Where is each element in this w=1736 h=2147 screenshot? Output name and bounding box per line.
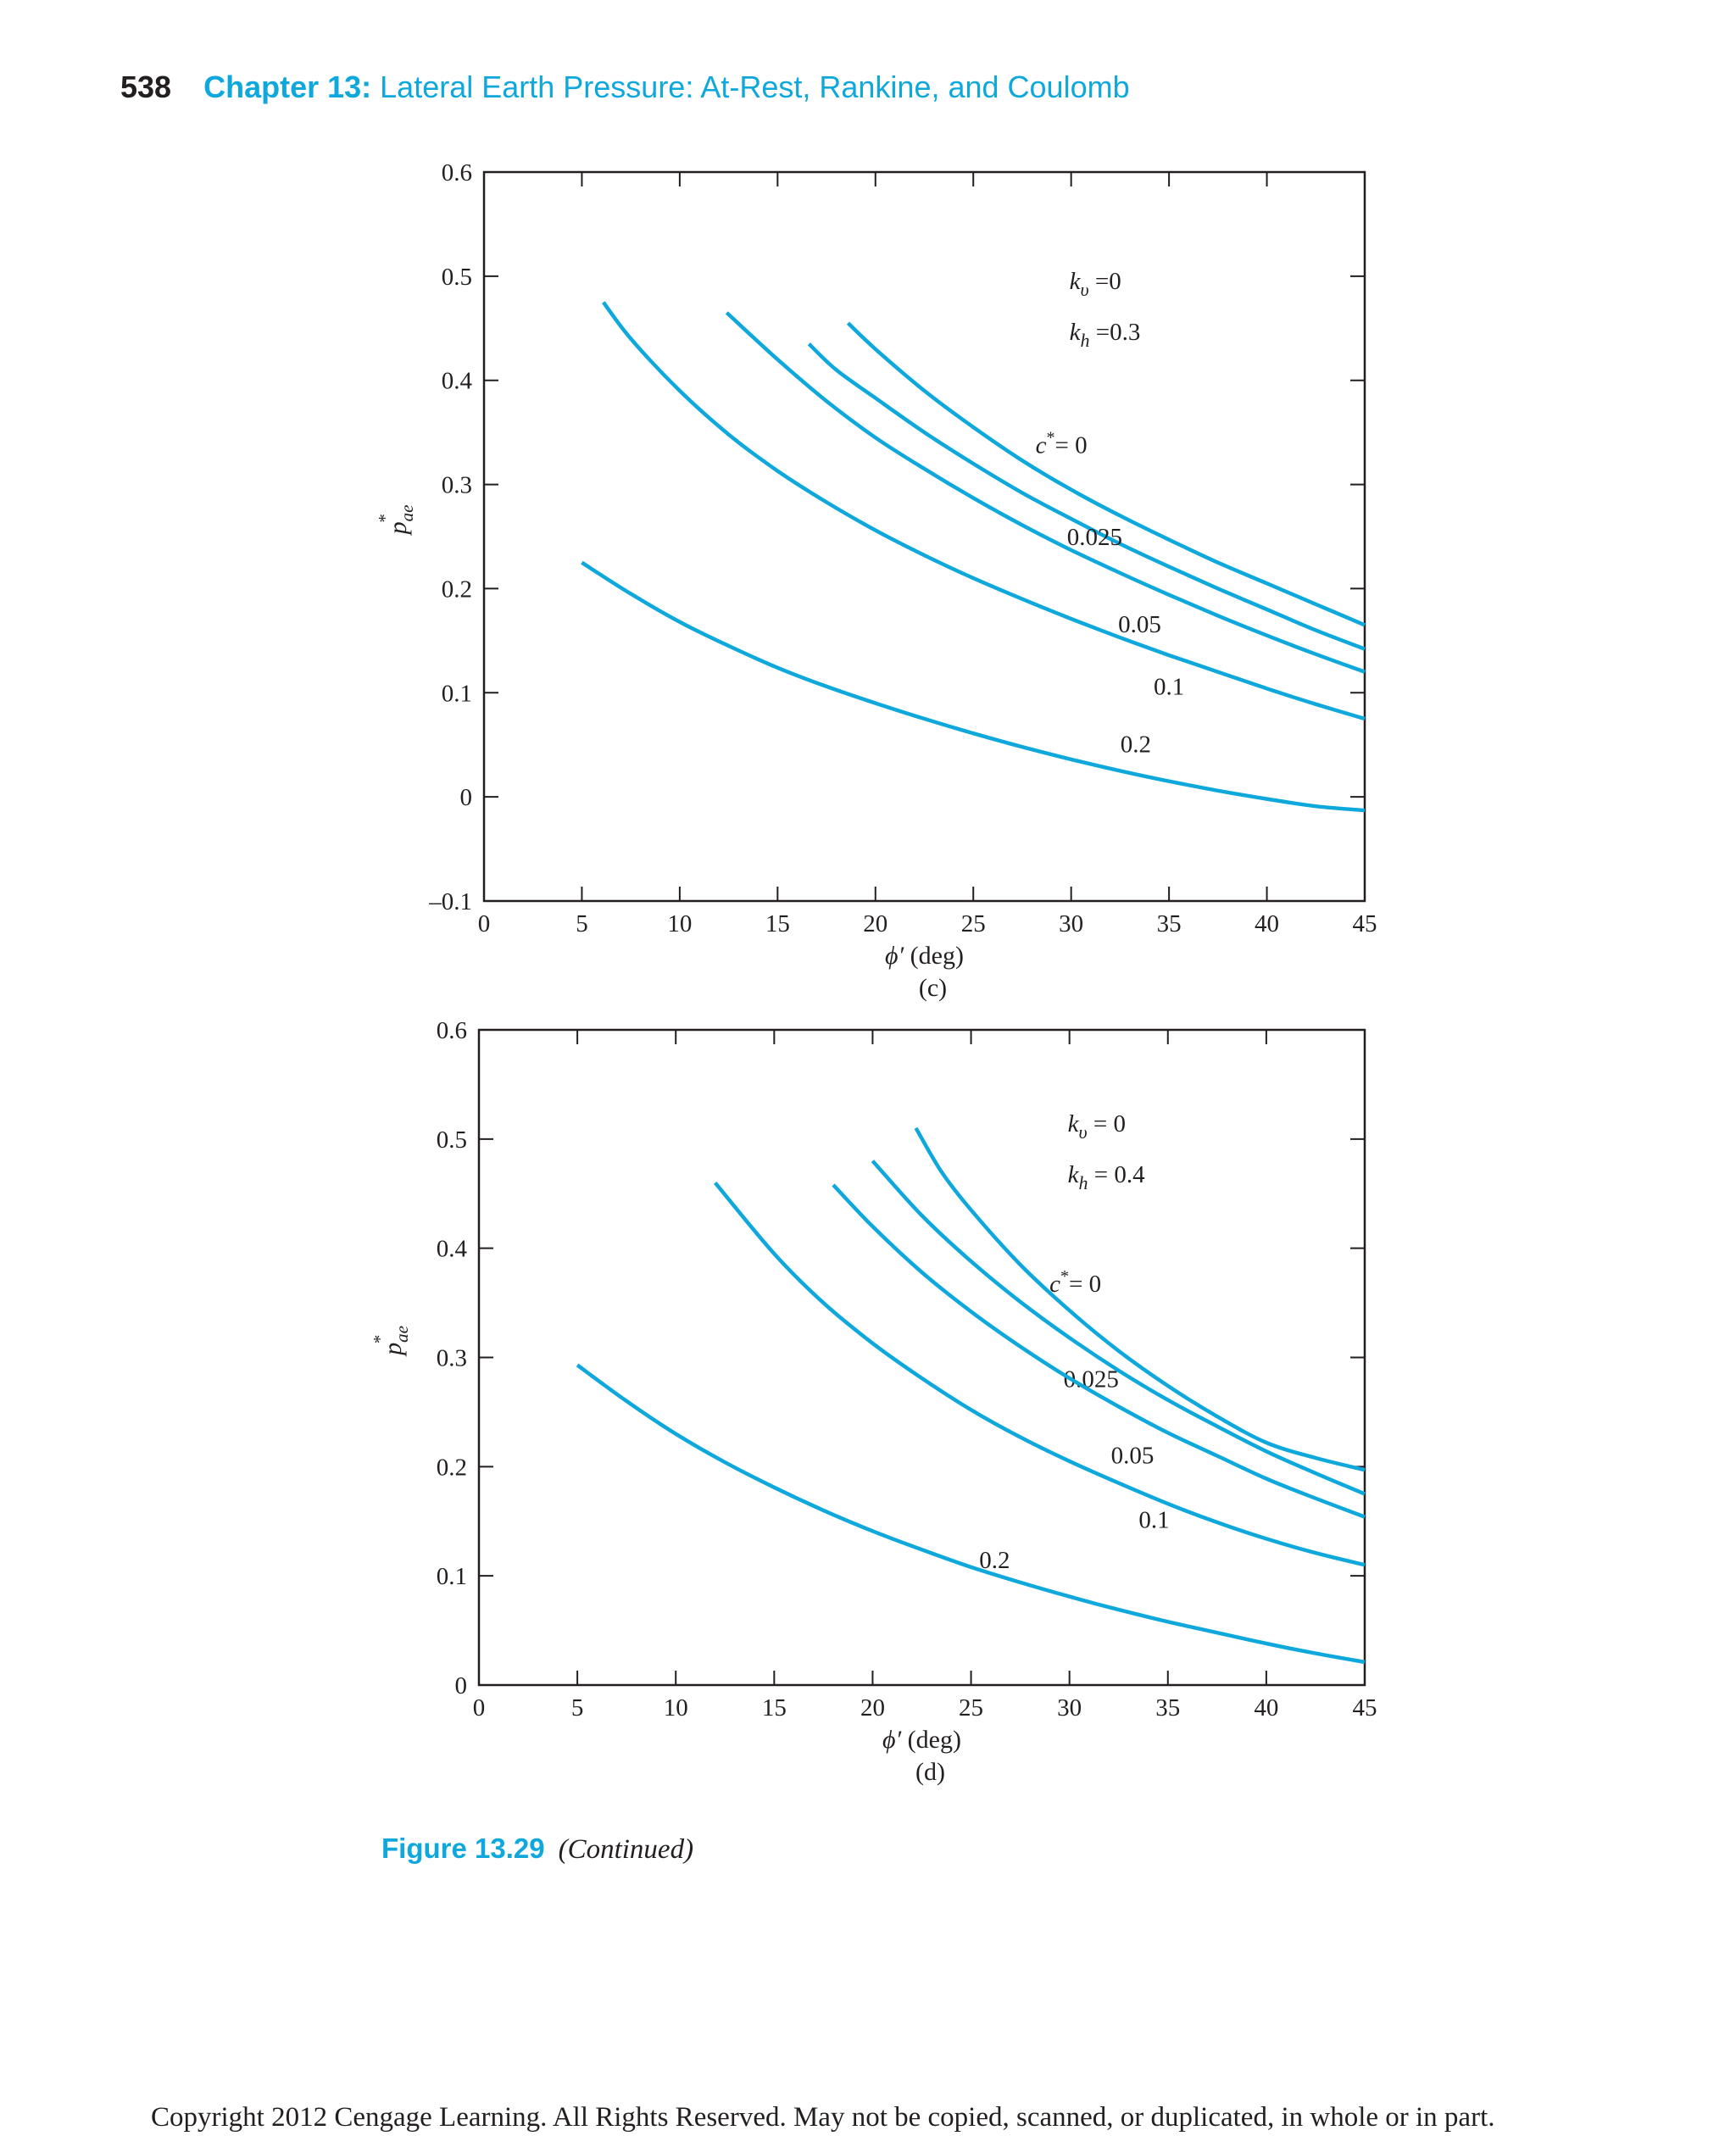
page-number: 538 (120, 70, 172, 104)
curve-c-0-2 (581, 560, 1366, 813)
y-tick-label: 0.3 (442, 472, 472, 499)
figure-continued-note: (Continued) (558, 1834, 694, 1865)
chart-panel-c: 0 5 10 15 20 25 30 35 40 45–0.100.10.20.30.40.50.… (375, 159, 1377, 1002)
curve-c-0-1 (713, 1181, 1366, 1567)
curve-label: 0.05 (1118, 611, 1161, 638)
x-tick-label: 0 (473, 1694, 486, 1721)
curve-label: c*= 0 (1049, 1267, 1101, 1298)
x-tick-label: 15 (765, 910, 790, 937)
curve-c-0-05 (725, 311, 1366, 674)
curve-c-0-05 (832, 1183, 1366, 1519)
y-tick-label: 0 (455, 1672, 468, 1699)
x-axis-title: ϕ′ (deg) (885, 942, 964, 970)
curve-c-0 (846, 321, 1366, 627)
x-tick-label: 40 (1255, 910, 1279, 937)
x-tick-label: 5 (576, 910, 588, 937)
panel-label: (c) (919, 974, 947, 1002)
x-tick-label: 25 (959, 1694, 983, 1721)
curve-c-0-025 (807, 342, 1366, 651)
x-tick-label: 40 (1254, 1694, 1278, 1721)
kh-annotation: kh =0.3 (1070, 319, 1141, 351)
curve-label: 0.2 (979, 1547, 1010, 1574)
curve-c-0-025 (871, 1160, 1366, 1496)
figure-number: Figure 13.29 (381, 1833, 545, 1864)
y-axis-title: pae* (375, 505, 417, 537)
panel-label: (d) (915, 1758, 945, 1786)
y-tick-label: 0.6 (442, 159, 472, 186)
plot-frame (477, 1028, 1366, 1687)
y-tick-label: 0.4 (437, 1236, 468, 1263)
y-tick-label: 0.1 (442, 680, 472, 707)
y-tick-label: 0.6 (437, 1017, 467, 1044)
x-tick-label: 45 (1353, 1694, 1377, 1721)
kv-annotation: kυ = 0 (1068, 1110, 1126, 1143)
y-tick-label: 0.3 (437, 1345, 467, 1372)
x-tick-label: 20 (863, 910, 887, 937)
chapter-title: Lateral Earth Pressure: At-Rest, Rankine… (380, 70, 1130, 104)
figure-caption: Figure 13.29 (Continued) (381, 1833, 693, 1866)
x-tick-label: 30 (1059, 910, 1083, 937)
curve-c-0-2 (576, 1363, 1366, 1665)
curve-label: 0.2 (1121, 731, 1151, 758)
curve-label: 0.025 (1067, 524, 1122, 551)
curve-c-0 (914, 1126, 1366, 1472)
copyright-footer: Copyright 2012 Cengage Learning. All Rig… (151, 2102, 1495, 2133)
chart-panel-d: 0 5 10 15 20 25 30 35 40 45 0 0.1 0.2 0.3 0.4 0.5 0.6 pae… (370, 1017, 1377, 1786)
y-axis-title: pae* (370, 1326, 412, 1357)
x-tick-label: 35 (1155, 1694, 1180, 1721)
curve-label: 0.1 (1138, 1506, 1169, 1533)
page-header: 538 Chapter 13: Lateral Earth Pressure: A… (120, 70, 1130, 105)
y-tick-label: 0.5 (437, 1126, 467, 1154)
y-tick-label: 0.1 (437, 1563, 467, 1590)
x-tick-label: 30 (1057, 1694, 1082, 1721)
y-tick-label: –0.1 (428, 888, 472, 915)
x-tick-label: 10 (667, 910, 692, 937)
x-axis-title: ϕ′ (deg) (882, 1726, 961, 1754)
y-tick-label: 0.2 (437, 1454, 467, 1481)
curve-label: 0.05 (1111, 1442, 1155, 1469)
y-tick-label: 0 (460, 784, 473, 811)
y-tick-label: 0.2 (442, 576, 472, 603)
kh-annotation: kh = 0.4 (1068, 1161, 1145, 1193)
curve-c-0-1 (602, 301, 1366, 721)
x-tick-label: 10 (664, 1694, 688, 1721)
x-tick-label: 35 (1157, 910, 1182, 937)
x-tick-label: 45 (1353, 910, 1377, 937)
curve-label: c*= 0 (1036, 429, 1088, 459)
x-tick-label: 20 (860, 1694, 885, 1721)
plot-frame (482, 170, 1366, 903)
x-tick-label: 25 (961, 910, 986, 937)
y-tick-label: 0.4 (442, 368, 473, 395)
x-tick-label: 15 (762, 1694, 787, 1721)
x-tick-label: 5 (571, 1694, 584, 1721)
kv-annotation: kυ =0 (1070, 268, 1121, 300)
chapter-label: Chapter 13: (203, 70, 372, 104)
y-tick-label: 0.5 (442, 264, 472, 291)
curve-label: 0.1 (1154, 674, 1184, 701)
x-tick-label: 0 (478, 910, 491, 937)
